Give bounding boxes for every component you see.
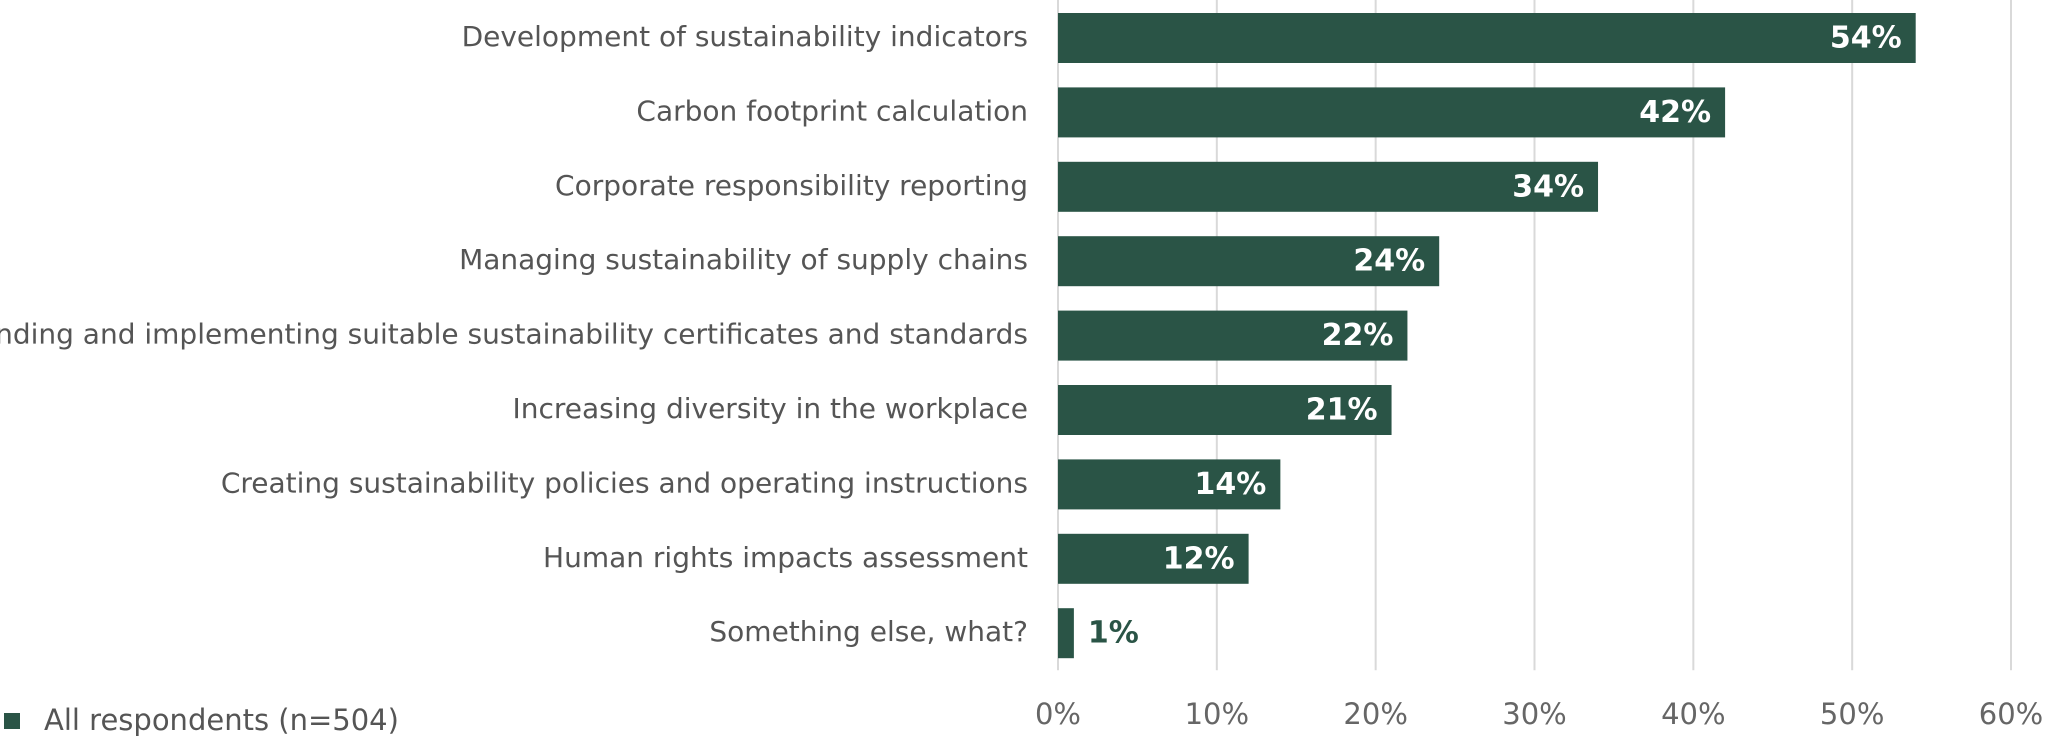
- value-label: 42%: [1639, 95, 1711, 130]
- x-tick-label: 30%: [1502, 697, 1566, 731]
- bar: [1058, 608, 1074, 659]
- category-label: Human rights impacts assessment: [543, 541, 1028, 574]
- bar: [1058, 385, 1392, 435]
- bar: [1058, 87, 1726, 138]
- bar: [1058, 236, 1440, 287]
- x-tick-label: 50%: [1820, 697, 1884, 731]
- category-label: Increasing diversity in the workplace: [512, 392, 1028, 425]
- x-tick-label: 10%: [1185, 697, 1249, 731]
- category-label: Something else, what?: [709, 615, 1028, 648]
- x-tick-label: 0%: [1035, 697, 1081, 731]
- category-label: Finding and implementing suitable sustai…: [0, 318, 1028, 351]
- value-label: 21%: [1306, 393, 1378, 428]
- value-label: 14%: [1195, 467, 1267, 502]
- value-label: 54%: [1830, 21, 1902, 56]
- legend-swatch: [4, 713, 20, 729]
- category-label: Corporate responsibility reporting: [555, 169, 1028, 202]
- bar: [1058, 13, 1916, 63]
- value-label: 34%: [1512, 169, 1584, 204]
- bar: [1058, 533, 1249, 584]
- x-tick-label: 60%: [1979, 697, 2043, 731]
- bar: [1058, 459, 1281, 510]
- value-label: 24%: [1353, 244, 1425, 279]
- bar: [1058, 310, 1408, 361]
- category-label: Creating sustainability policies and ope…: [221, 466, 1028, 499]
- category-label: Managing sustainability of supply chains: [459, 243, 1028, 276]
- x-tick-label: 20%: [1343, 697, 1407, 731]
- bar: [1058, 161, 1599, 212]
- category-label: Development of sustainability indicators: [462, 20, 1028, 53]
- category-label: Carbon footprint calculation: [636, 94, 1028, 127]
- value-label: 22%: [1322, 318, 1394, 353]
- legend-label: All respondents (n=504): [44, 703, 399, 737]
- x-tick-label: 40%: [1661, 697, 1725, 731]
- value-label: 12%: [1163, 541, 1235, 576]
- value-label: 1%: [1088, 616, 1139, 651]
